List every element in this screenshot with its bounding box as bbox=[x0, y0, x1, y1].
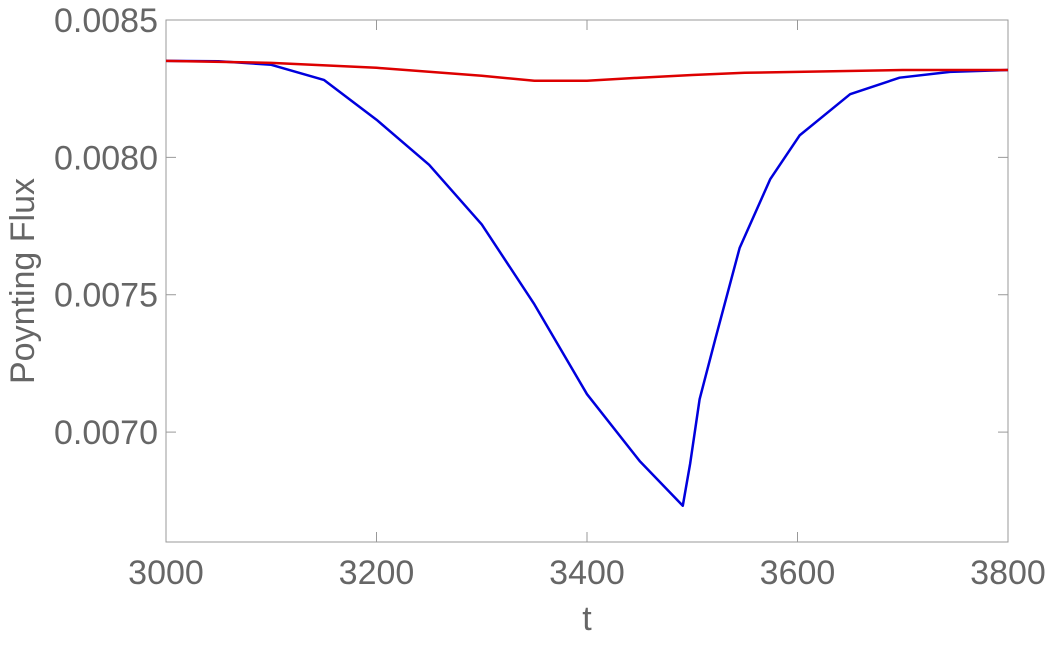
series-line bbox=[165, 59, 1008, 82]
y-tick-label: 0.0085 bbox=[54, 2, 158, 40]
x-axis-label: t bbox=[582, 600, 592, 638]
x-tick-label: 3000 bbox=[128, 554, 204, 592]
y-tick-label: 0.0070 bbox=[54, 414, 158, 452]
y-tick-label: 0.0075 bbox=[54, 277, 158, 315]
y-axis-label: Poynting Flux bbox=[4, 178, 42, 384]
x-tick-label: 3800 bbox=[970, 554, 1046, 592]
x-tick-label: 3200 bbox=[339, 554, 415, 592]
plot-frame bbox=[165, 19, 1009, 543]
x-tick-label: 3400 bbox=[549, 554, 625, 592]
series-line bbox=[165, 59, 1009, 507]
x-tick-label: 3600 bbox=[760, 554, 836, 592]
y-tick-label: 0.0080 bbox=[54, 139, 158, 177]
